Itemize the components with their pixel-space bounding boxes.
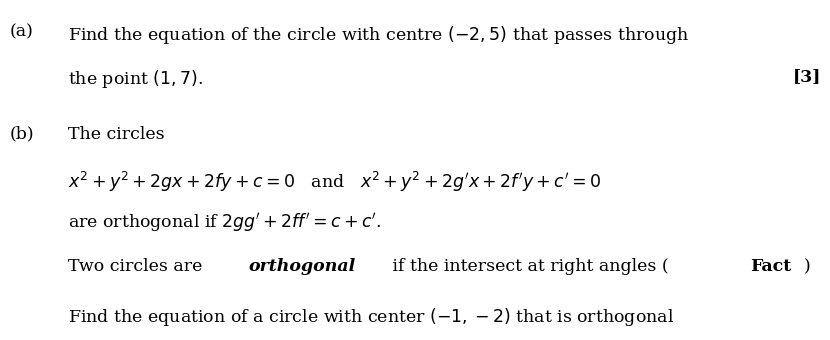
Text: Find the equation of a circle with center $(-1, -2)$ that is orthogonal: Find the equation of a circle with cente… bbox=[68, 306, 674, 328]
Text: The circles: The circles bbox=[68, 126, 164, 143]
Text: orthogonal: orthogonal bbox=[248, 258, 356, 275]
Text: Find the equation of the circle with centre $(-2, 5)$ that passes through: Find the equation of the circle with cen… bbox=[68, 24, 690, 46]
Text: the point $(1, 7)$.: the point $(1, 7)$. bbox=[68, 68, 203, 90]
Text: (b): (b) bbox=[10, 126, 35, 143]
Text: $x^2 + y^2 + 2gx + 2fy + c = 0$   and   $x^2 + y^2 + 2g'x + 2f'y + c' = 0$: $x^2 + y^2 + 2gx + 2fy + c = 0$ and $x^2… bbox=[68, 170, 601, 194]
Text: (a): (a) bbox=[10, 24, 34, 41]
Text: are orthogonal if $2gg' + 2ff' = c + c'$.: are orthogonal if $2gg' + 2ff' = c + c'$… bbox=[68, 211, 382, 234]
Text: Fact: Fact bbox=[750, 258, 792, 275]
Text: ): ) bbox=[803, 258, 810, 275]
Text: [3]: [3] bbox=[793, 68, 821, 85]
Text: if the intersect at right angles (: if the intersect at right angles ( bbox=[387, 258, 668, 275]
Text: Two circles are: Two circles are bbox=[68, 258, 208, 275]
